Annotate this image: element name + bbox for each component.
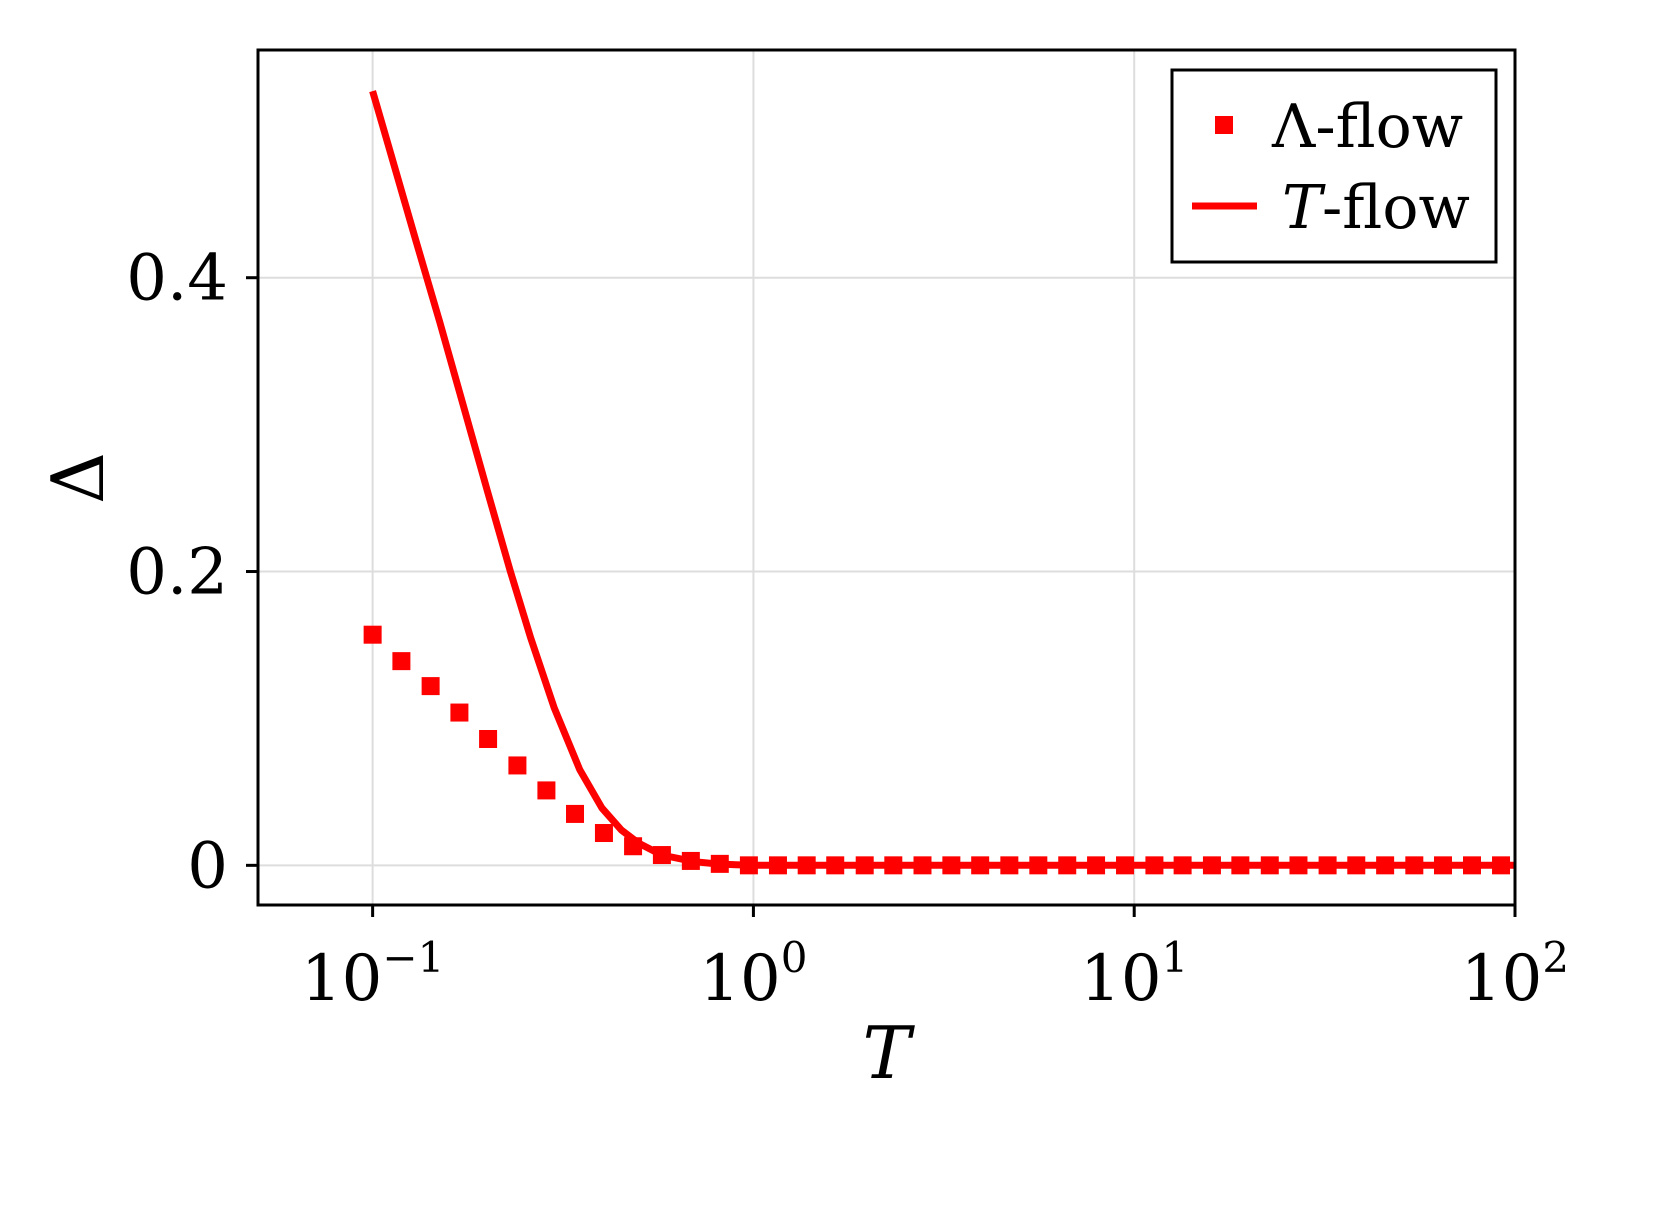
data-point-lambda-flow xyxy=(1173,856,1192,875)
x-tick-label: 101 xyxy=(1080,933,1188,1016)
plot-area xyxy=(363,90,1515,875)
x-tick-base: 10 xyxy=(1080,942,1161,1016)
data-point-lambda-flow xyxy=(942,856,961,875)
data-point-lambda-flow xyxy=(1405,856,1424,875)
x-tick-exponent: −1 xyxy=(382,933,444,982)
data-point-lambda-flow xyxy=(508,756,527,775)
legend-label-lambda-flow: Λ-flow xyxy=(1271,92,1463,162)
data-point-lambda-flow xyxy=(1029,856,1048,875)
data-point-lambda-flow xyxy=(1145,856,1164,875)
x-tick-exponent: 2 xyxy=(1542,933,1569,982)
data-point-lambda-flow xyxy=(652,846,671,865)
data-point-lambda-flow xyxy=(1058,856,1077,875)
x-tick-exponent: 1 xyxy=(1162,933,1189,982)
data-point-lambda-flow xyxy=(681,851,700,870)
data-point-lambda-flow xyxy=(884,856,903,875)
data-point-lambda-flow xyxy=(768,856,787,875)
x-tick-base: 10 xyxy=(301,942,382,1016)
x-tick-label: 100 xyxy=(699,933,807,1016)
legend-label-t-flow: T-flow xyxy=(1282,173,1470,243)
x-tick-label: 102 xyxy=(1461,933,1569,1016)
data-point-lambda-flow xyxy=(392,652,411,671)
data-point-lambda-flow xyxy=(594,824,613,843)
y-tick-label: 0.2 xyxy=(126,536,228,610)
x-tick-base: 10 xyxy=(699,942,780,1016)
data-point-lambda-flow xyxy=(913,856,932,875)
data-point-lambda-flow xyxy=(1492,856,1511,875)
legend-suffix-t: -flow xyxy=(1322,173,1470,243)
data-point-lambda-flow xyxy=(1347,856,1366,875)
legend-symbol-t: T xyxy=(1282,173,1326,243)
x-tick-label: 10−1 xyxy=(301,933,444,1016)
x-tick-exponent: 0 xyxy=(781,933,808,982)
data-point-lambda-flow xyxy=(479,729,498,748)
axes-frame xyxy=(256,48,1517,907)
data-point-lambda-flow xyxy=(1231,856,1250,875)
data-point-lambda-flow xyxy=(624,837,643,856)
data-point-lambda-flow xyxy=(421,677,440,696)
data-point-lambda-flow xyxy=(363,625,382,644)
data-point-lambda-flow xyxy=(1000,856,1019,875)
data-point-lambda-flow xyxy=(855,856,874,875)
legend-symbol-lambda: Λ xyxy=(1271,92,1316,162)
data-point-lambda-flow xyxy=(1260,856,1279,875)
data-point-lambda-flow xyxy=(450,703,469,722)
y-tick-label: 0 xyxy=(187,829,228,903)
x-axis-label: T xyxy=(862,1011,915,1095)
data-point-lambda-flow xyxy=(797,856,816,875)
legend-marker-lambda-flow xyxy=(1215,116,1233,134)
data-point-lambda-flow xyxy=(1376,856,1395,875)
data-point-lambda-flow xyxy=(1462,856,1481,875)
data-point-lambda-flow xyxy=(826,856,845,875)
data-point-lambda-flow xyxy=(1433,856,1452,875)
y-axis-label: Δ xyxy=(36,452,120,504)
data-point-lambda-flow xyxy=(537,781,556,800)
data-point-lambda-flow xyxy=(1116,856,1135,875)
data-point-lambda-flow xyxy=(739,856,758,875)
legend-box xyxy=(1170,68,1498,264)
data-point-lambda-flow xyxy=(566,804,585,823)
data-point-lambda-flow xyxy=(710,854,729,873)
x-tick-base: 10 xyxy=(1461,942,1542,1016)
data-point-lambda-flow xyxy=(1289,856,1308,875)
data-point-lambda-flow xyxy=(1087,856,1106,875)
data-point-lambda-flow xyxy=(971,856,990,875)
legend-suffix-lambda: -flow xyxy=(1315,92,1463,162)
data-point-lambda-flow xyxy=(1318,856,1337,875)
legend: Λ-flow T-flow xyxy=(1170,68,1498,264)
data-point-lambda-flow xyxy=(1202,856,1221,875)
y-tick-label: 0.4 xyxy=(126,242,228,316)
